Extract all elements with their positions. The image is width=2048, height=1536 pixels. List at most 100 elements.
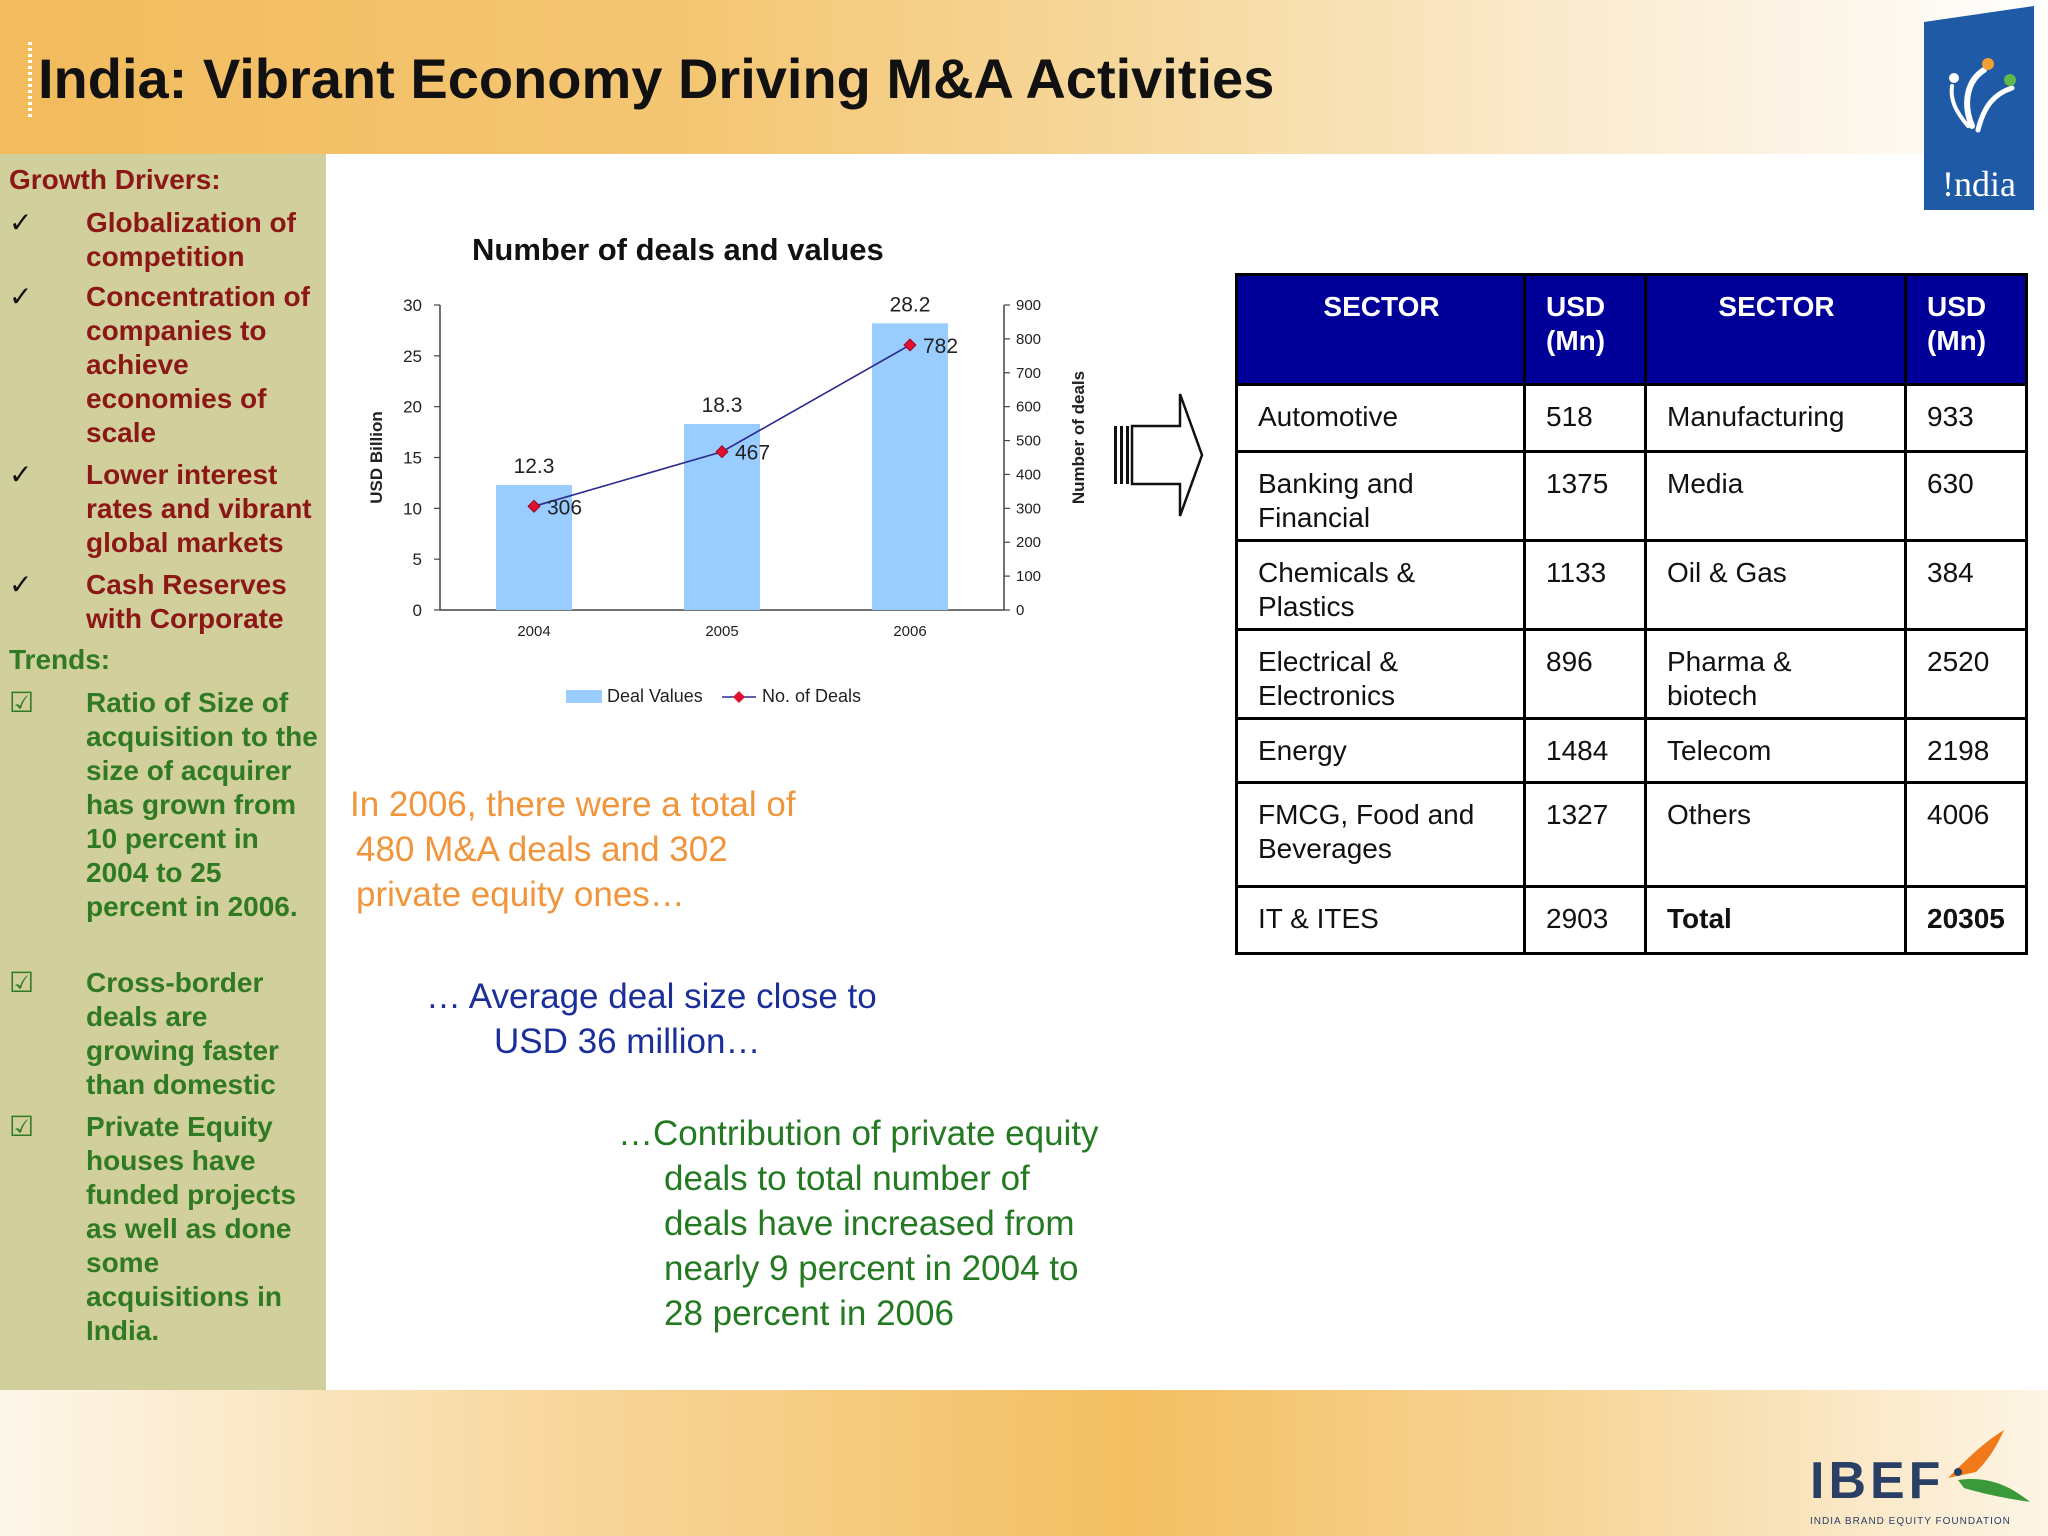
sector-cell: Media [1644,450,1907,542]
right-axis-title: Number of deals [1069,371,1088,504]
ibef-logo: IBEF INDIA BRAND EQUITY FOUNDATION [1810,1430,2030,1527]
category-label: 2006 [893,623,926,640]
growth-driver-text: Lower interest rates and vibrant global … [86,459,312,558]
sector-cell: Banking and Financial [1235,450,1526,542]
value-cell: 630 [1904,450,2028,542]
chart-title: Number of deals and values [472,232,884,267]
check-icon: ✓ [9,281,33,312]
growth-driver-text: Concentration of companies to achieve ec… [86,281,310,448]
table-row: FMCG, Food and Beverages 1327 Others 400… [1235,781,2028,888]
table-header-row: SECTOR USD (Mn) SECTOR USD (Mn) [1235,273,2028,386]
callout-line: …Contribution of private equity [618,1114,1099,1153]
sector-cell: Telecom [1644,717,1907,784]
value-cell: 896 [1523,628,1647,720]
callout-line: deals to total number of [664,1159,1030,1198]
sector-cell: Manufacturing [1644,383,1907,453]
sector-cell: Oil & Gas [1644,539,1907,631]
legend-no-of-deals: No. of Deals [762,686,861,706]
callout-average-deal-size: … Average deal size close to USD 36 mill… [426,974,877,1064]
growth-drivers-heading: Growth Drivers: [9,164,221,195]
sector-cell: Energy [1235,717,1526,784]
total-label-cell: Total [1644,885,1907,955]
value-cell: 2520 [1904,628,2028,720]
left-tick-label: 15 [403,449,422,468]
deals-count-label: 306 [547,496,582,519]
table-row: IT & ITES 2903 Total 20305 [1235,885,2028,955]
value-cell: 2903 [1523,885,1647,955]
sidebar: Growth Drivers: ✓ Globalization of compe… [0,154,326,1390]
callout-line: In 2006, there were a total of [350,785,796,824]
table-row: Electrical & Electronics 896 Pharma & bi… [1235,628,2028,720]
sector-cell: Others [1644,781,1907,888]
trend-text: Private Equity houses have funded projec… [86,1111,297,1346]
checkbox-checked-icon: ☑ [9,687,35,718]
table-row: Chemicals & Plastics 1133 Oil & Gas 384 [1235,539,2028,631]
value-cell: 518 [1523,383,1647,453]
checkbox-checked-icon: ☑ [9,1111,35,1142]
left-tick-label: 5 [413,550,422,569]
left-tick-label: 30 [403,296,422,315]
callout-line: 480 M&A deals and 302 [356,830,728,869]
value-cell: 1133 [1523,539,1647,631]
callout-line: nearly 9 percent in 2004 to [664,1249,1079,1288]
value-cell: 933 [1904,383,2028,453]
deal-value-label: 12.3 [514,455,555,478]
left-axis-title: USD Billion [367,411,386,504]
right-tick-label: 900 [1016,297,1041,314]
deals-point [715,445,729,459]
header-sector: SECTOR [1235,273,1526,386]
right-tick-label: 700 [1016,365,1041,382]
footer-band [0,1390,2048,1536]
growth-driver-text: Globalization of competition [86,207,296,272]
sector-cell: Pharma & biotech [1644,628,1907,720]
right-tick-label: 500 [1016,433,1041,450]
india-logo: !ndia [1924,6,2034,210]
right-tick-label: 600 [1016,399,1041,416]
legend-bar-swatch [566,690,602,703]
growth-driver-text: Cash Reserves with Corporate [86,569,287,634]
right-tick-label: 300 [1016,500,1041,517]
left-tick-label: 25 [403,347,422,366]
india-logo-text: !ndia [1942,164,2016,204]
header-usd: USD (Mn) [1904,273,2028,386]
value-cell: 1375 [1523,450,1647,542]
total-value-cell: 20305 [1904,885,2028,955]
trend-text: Ratio of Size of acquisition to the size… [86,687,318,922]
sector-cell: FMCG, Food and Beverages [1235,781,1526,888]
sector-cell: Chemicals & Plastics [1235,539,1526,631]
checkbox-checked-icon: ☑ [9,967,35,998]
deals-chart: 0510152025300100200300400500600700800900… [367,293,1088,706]
category-label: 2005 [705,623,738,640]
table-row: Energy 1484 Telecom 2198 [1235,717,2028,784]
value-cell: 2198 [1904,717,2028,784]
callout-line: … Average deal size close to [426,977,877,1016]
header-usd: USD (Mn) [1523,273,1647,386]
check-icon: ✓ [9,207,33,238]
ibef-logo-text: IBEF [1810,1452,1944,1510]
value-cell: 4006 [1904,781,2028,888]
left-tick-label: 10 [403,499,422,518]
callout-private-equity-contribution: …Contribution of private equity deals to… [618,1111,1099,1336]
legend-deal-values: Deal Values [607,686,703,706]
deal-value-bar [872,323,948,610]
callout-total-deals: In 2006, there were a total of 480 M&A d… [350,782,796,917]
value-cell: 1484 [1523,717,1647,784]
right-tick-label: 200 [1016,534,1041,551]
sector-cell: Automotive [1235,383,1526,453]
deals-point [527,499,541,513]
category-label: 2004 [517,623,550,640]
sector-table: SECTOR USD (Mn) SECTOR USD (Mn) Automoti… [1235,273,2028,955]
table-row: Automotive 518 Manufacturing 933 [1235,383,2028,453]
check-icon: ✓ [9,569,33,600]
right-tick-label: 400 [1016,466,1041,483]
right-tick-label: 0 [1016,602,1024,619]
sector-cell: IT & ITES [1235,885,1526,955]
ibef-logo-subtext: INDIA BRAND EQUITY FOUNDATION [1810,1516,2011,1527]
trends-heading: Trends: [9,644,111,675]
right-arrow-icon [1114,393,1204,517]
header-band [0,0,2048,154]
left-tick-label: 0 [413,601,422,620]
deal-value-label: 18.3 [702,394,743,417]
left-tick-label: 20 [403,398,422,417]
page-title: India: Vibrant Economy Driving M&A Activ… [38,47,1275,110]
